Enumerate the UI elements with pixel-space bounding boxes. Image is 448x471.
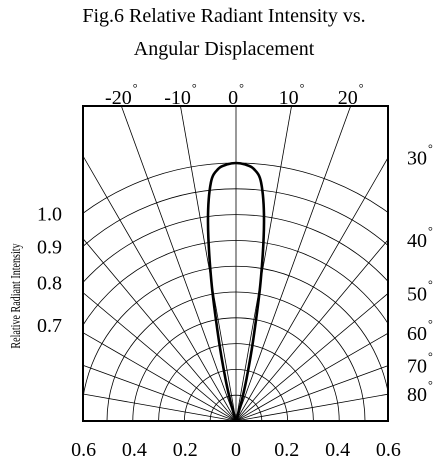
grid-radial-line (235, 106, 352, 421)
top-angle-tick-label: 0° (228, 81, 244, 109)
intensity-tick-label: 0.7 (37, 315, 62, 337)
bottom-axis-tick-label: 0 (231, 439, 241, 461)
bottom-axis-tick-label: 0.4 (325, 439, 350, 461)
top-angle-tick-label: 20° (338, 81, 364, 109)
top-angle-tick-label: -10° (164, 81, 197, 109)
y-axis-label: Relative Radiant Intensity (7, 243, 23, 349)
right-angle-tick-label: 30° (407, 142, 433, 170)
grid-arc (158, 343, 314, 421)
grid-radial-line (235, 292, 388, 421)
radiation-pattern-curve (206, 161, 266, 421)
grid-radial-line (83, 292, 237, 421)
curve-layer (206, 161, 266, 421)
grid-radial-line (83, 238, 237, 421)
grid-arc (184, 369, 288, 421)
grid-arc (83, 162, 388, 214)
bottom-axis-tick-label: 0.4 (122, 439, 147, 461)
grid-radial-line (120, 106, 237, 421)
grid-arc (132, 317, 340, 421)
grid-radial-line (83, 364, 237, 421)
bottom-axis-tick-label: 0.6 (376, 439, 401, 461)
grid-arc (83, 240, 388, 326)
grid-radial-line (235, 239, 388, 421)
grid-arc (209, 394, 263, 421)
plot-frame (82, 105, 389, 422)
grid-arc (83, 265, 388, 401)
grid-radial-line (235, 332, 388, 421)
intensity-tick-label: 0.8 (37, 273, 62, 295)
grid-radial-line (235, 156, 388, 421)
grid-radial-line (83, 332, 237, 421)
label-layer: -20° -10° 0° 10° 20° 30° 40° 50° 60° 70°80° 1.0 0.9… (37, 81, 433, 461)
intensity-tick-label: 0.9 (37, 236, 62, 258)
grid-arc (83, 214, 388, 284)
bottom-axis-tick-label: 0.6 (71, 439, 96, 461)
grid-radial-line (83, 393, 237, 421)
bottom-axis-tick-label: 0.2 (173, 439, 198, 461)
grid-layer (83, 106, 388, 421)
grid-radial-line (235, 106, 292, 421)
chart-title-line2: Angular Displacement (134, 38, 315, 60)
right-angle-tick-label: 50° (407, 278, 433, 306)
right-angle-tick-label: 80° (407, 378, 433, 406)
chart-title-line1: Fig.6 Relative Radiant Intensity vs. (82, 5, 365, 27)
right-angle-tick-label: 60° (407, 317, 433, 345)
grid-radial-line (83, 155, 237, 421)
right-angle-tick-label: 40° (407, 224, 433, 252)
bottom-axis-tick-label: 0.2 (274, 439, 299, 461)
top-angle-tick-label: 10° (279, 81, 305, 109)
intensity-tick-label: 1.0 (37, 203, 62, 225)
top-angle-tick-label: -20° (105, 81, 138, 109)
grid-radial-line (235, 393, 388, 421)
grid-radial-line (180, 106, 237, 421)
right-angle-tick-label: 70° (407, 350, 433, 378)
grid-radial-line (235, 365, 388, 421)
grid-arc (106, 291, 366, 421)
grid-arc (83, 188, 388, 247)
